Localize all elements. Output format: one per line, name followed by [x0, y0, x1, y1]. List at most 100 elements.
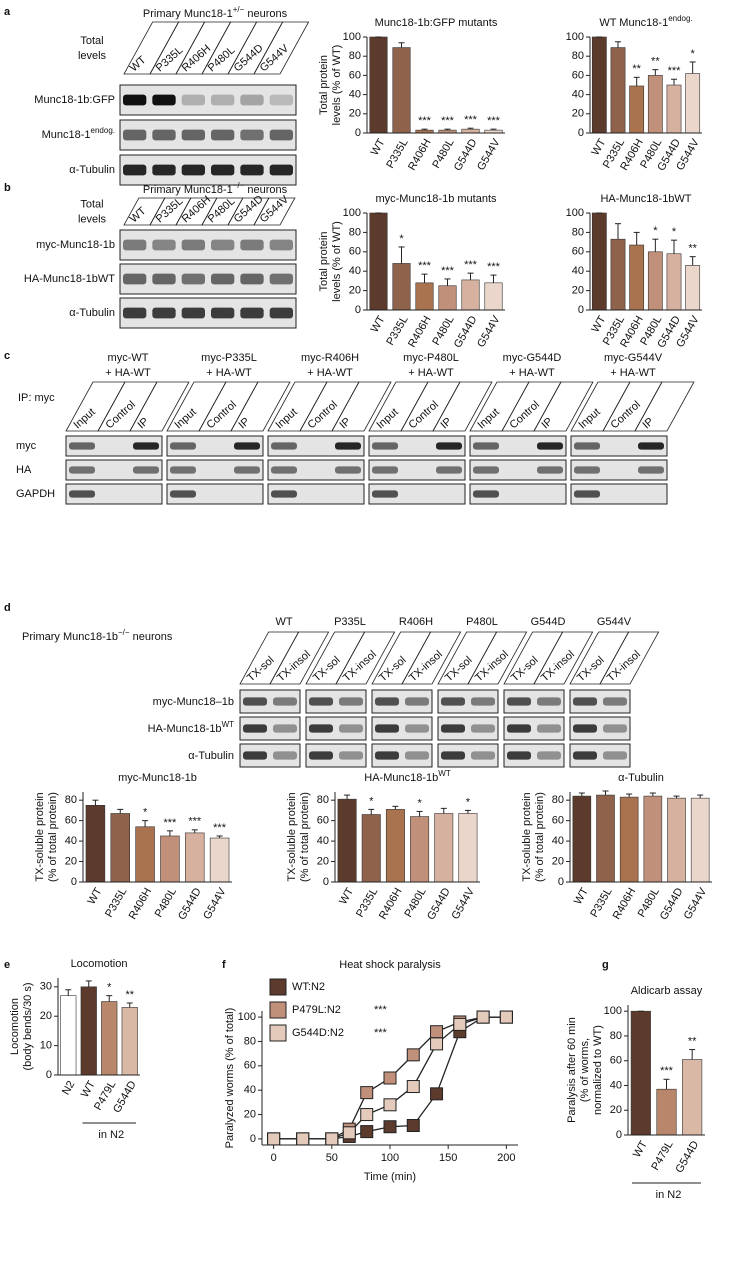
row-label: HA-Munc18-1bWT — [24, 273, 115, 285]
row-label-part: WT — [222, 720, 235, 729]
blot-band — [123, 239, 147, 251]
blot-band — [573, 697, 597, 706]
chart-title: Aldicarb assay — [631, 985, 703, 997]
y-axis-label: (% of total protein) — [534, 792, 546, 882]
blot-frame — [437, 716, 499, 741]
blot-band — [69, 490, 95, 498]
chart-title-part: HA-Munc18-1bWT — [600, 193, 691, 205]
row-label-part: α-Tubulin — [69, 307, 115, 319]
y-tick-label: 60 — [572, 246, 584, 258]
marker — [342, 1126, 356, 1140]
bar — [135, 826, 155, 883]
lane-header-box — [401, 631, 462, 685]
chart-title-part: endog. — [668, 14, 692, 23]
blot-band — [234, 442, 260, 450]
marker — [430, 1037, 444, 1051]
row-label: Munc18-1b:GFP — [34, 94, 115, 106]
lane-header-box — [533, 631, 594, 685]
blot-title-part: +/− — [233, 5, 245, 14]
x-tick-label: P479L — [649, 1139, 675, 1173]
blot-band — [441, 697, 465, 706]
y-axis-label: Paralyzed worms (% of total) — [224, 1008, 236, 1149]
blot-frame — [166, 459, 264, 481]
chart-title: myc-Munc18-1b mutants — [375, 193, 497, 205]
y-axis-label: Total protein — [318, 232, 330, 292]
lane-header-box — [533, 381, 594, 432]
blot-band — [211, 94, 235, 106]
bar — [596, 794, 615, 883]
y-tick-label: 20 — [610, 1104, 622, 1116]
x-tick-label: 0 — [271, 1152, 277, 1164]
group-label: + HA-WT — [509, 367, 555, 379]
blot-band — [473, 442, 499, 450]
blot-band — [123, 273, 147, 285]
blot-band — [152, 129, 176, 141]
y-tick-label: 20 — [552, 855, 564, 867]
significance: *** — [418, 115, 432, 127]
blot-band — [537, 697, 561, 706]
significance: * — [691, 48, 696, 60]
panel-letter: b — [4, 182, 11, 194]
lane-header-box — [129, 381, 190, 432]
chart-title-part: myc-Munc18-1b mutants — [375, 193, 497, 205]
blot-title-part: neurons — [244, 8, 287, 20]
y-tick-label: 60 — [610, 1055, 622, 1067]
y-axis-label: Locomotion — [9, 998, 21, 1055]
row-label: myc — [16, 440, 37, 452]
blot-frame — [239, 743, 301, 768]
significance: *** — [441, 115, 455, 127]
blot-frame — [469, 459, 567, 481]
lane-label: Input — [577, 406, 603, 431]
group-label: R406H — [399, 616, 433, 628]
bar — [434, 813, 454, 883]
y-tick-label: 100 — [343, 31, 361, 43]
y-tick-label: 80 — [244, 1035, 256, 1047]
significance: *** — [487, 115, 501, 127]
significance: *** — [464, 114, 478, 126]
blot-band — [240, 273, 264, 285]
marker — [383, 1120, 397, 1134]
x-tick-label: WT — [369, 137, 388, 158]
y-tick-label: 40 — [349, 265, 361, 277]
bar — [85, 804, 106, 883]
blot-frame — [371, 716, 433, 741]
significance: *** — [213, 822, 227, 834]
marker — [360, 1108, 374, 1122]
marker — [406, 1119, 420, 1133]
legend-label: P479L:N2 — [292, 1004, 341, 1016]
row-label-part: α-Tubulin — [188, 750, 234, 762]
lane-label: TX-insol — [341, 648, 379, 684]
lane-label: IP — [237, 416, 253, 432]
blot-band — [152, 239, 176, 251]
blot-title: Primary Munc18-1+/− neurons — [143, 5, 288, 20]
significance: * — [466, 796, 471, 808]
blot-band — [471, 724, 495, 733]
marker — [406, 1048, 420, 1062]
blot-frame — [119, 154, 297, 186]
legend-label: WT:N2 — [292, 981, 325, 993]
blot-band — [123, 94, 147, 106]
blot-band — [537, 751, 561, 760]
significance: * — [672, 226, 677, 238]
y-tick-label: 30 — [40, 981, 52, 993]
blot-band — [243, 724, 267, 733]
chart-title: myc-Munc18-1b — [118, 772, 197, 784]
lane-header-box — [432, 381, 493, 432]
blot-band — [240, 129, 264, 141]
row-label-part: myc-Munc18–1b — [153, 696, 234, 708]
blot-band — [436, 442, 462, 450]
marker — [360, 1125, 374, 1139]
bar — [410, 816, 430, 883]
row-label-part: endog. — [91, 126, 115, 135]
blot-frame — [368, 483, 466, 505]
y-tick-label: 40 — [65, 835, 77, 847]
blot-band — [273, 697, 297, 706]
significance: *** — [668, 65, 682, 77]
bar — [643, 795, 663, 883]
bar — [415, 282, 434, 311]
lane-label: Input — [476, 406, 502, 431]
significance: ** — [688, 243, 697, 255]
lane-header-box — [467, 631, 528, 685]
blot-band — [181, 273, 205, 285]
blot-frame — [166, 483, 264, 505]
